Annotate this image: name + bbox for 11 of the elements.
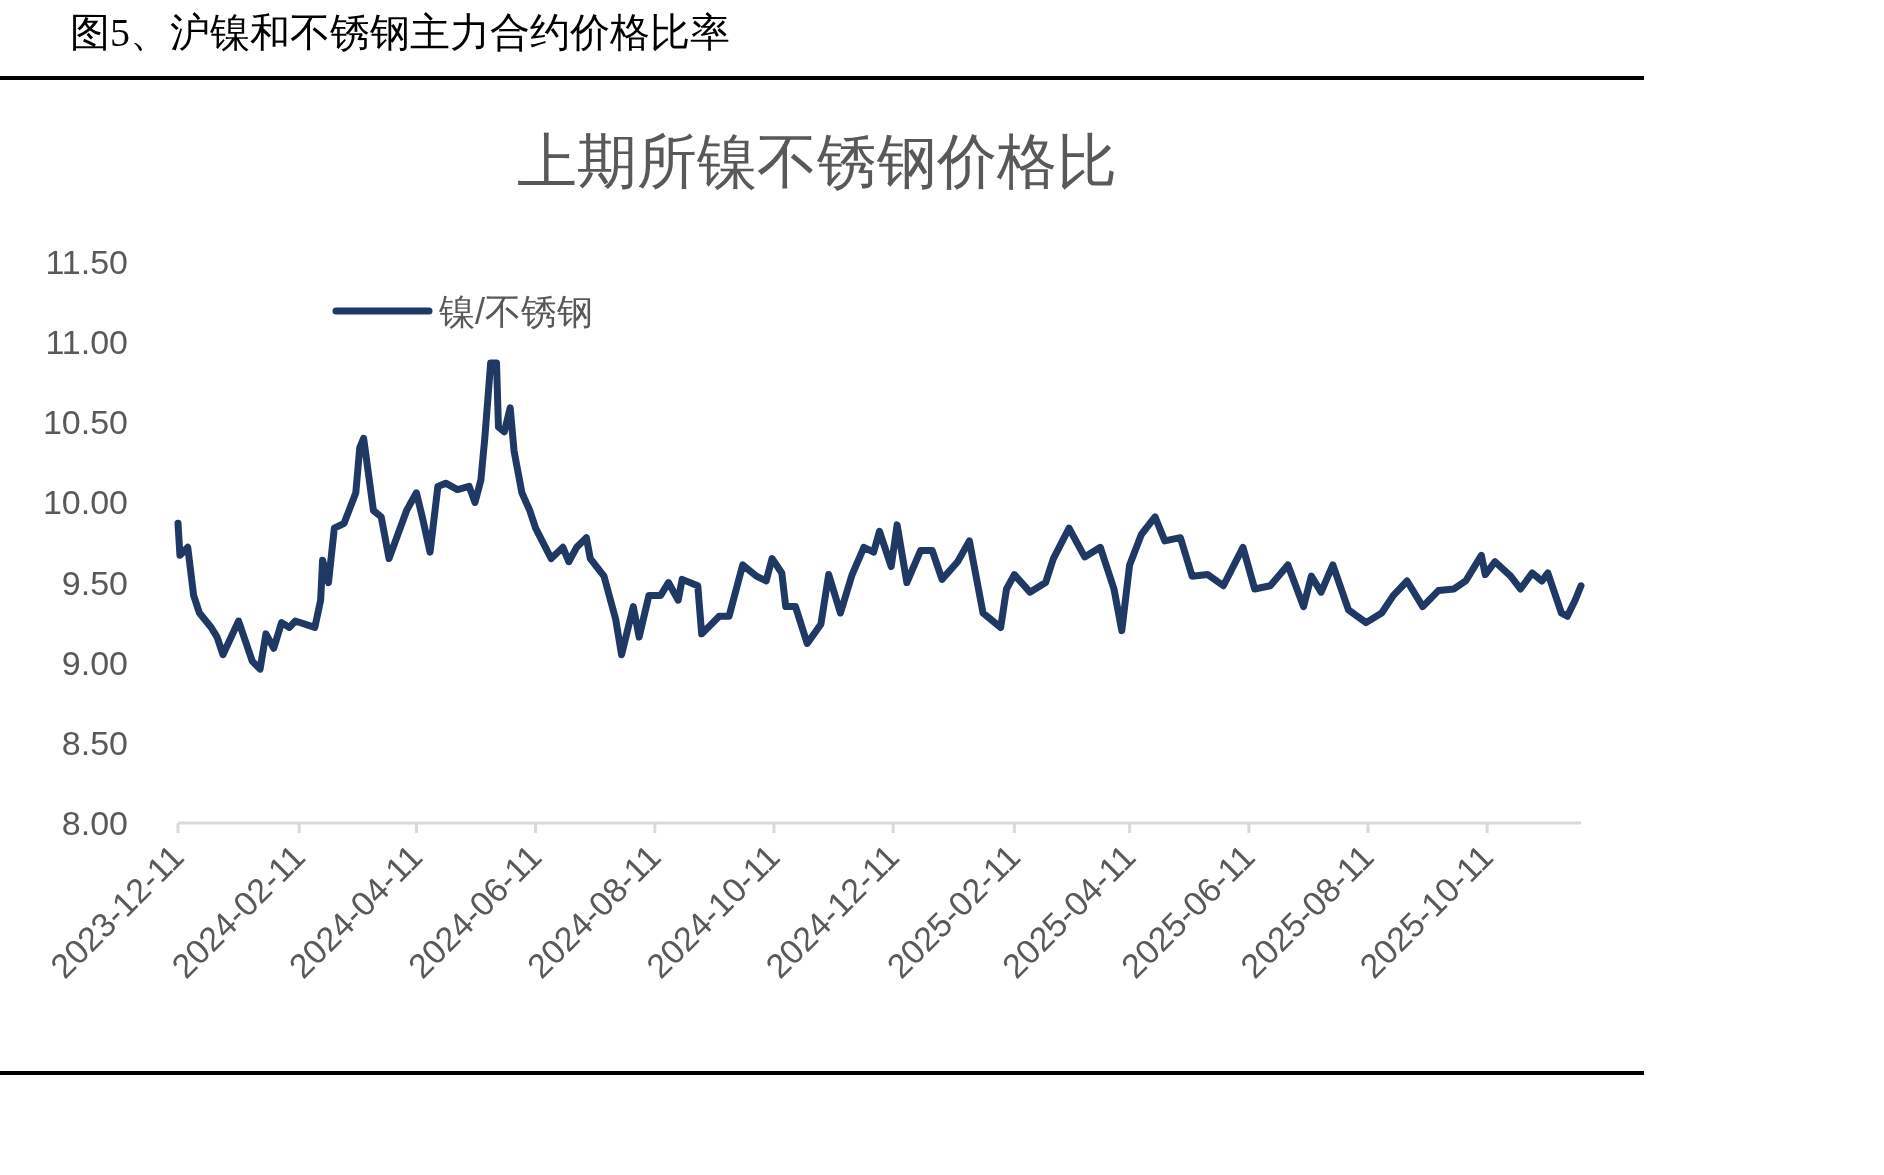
y-tick-label: 11.50 [45,243,128,281]
y-tick-label: 9.00 [61,643,128,682]
y-tick-label: 8.00 [61,804,128,842]
chart-subtitle: 上期所镍不锈钢价格比 [517,128,1117,195]
y-tick-label: 8.50 [61,723,128,762]
chart-title: 图5、沪镍和不锈钢主力合约价格比率 [70,10,730,55]
y-tick-label: 9.50 [61,563,128,602]
y-tick-label: 10.50 [42,403,128,442]
y-tick-label: 11.00 [45,323,128,362]
legend-label: 镍/不锈钢 [438,291,594,332]
y-tick-label: 10.00 [42,483,128,522]
